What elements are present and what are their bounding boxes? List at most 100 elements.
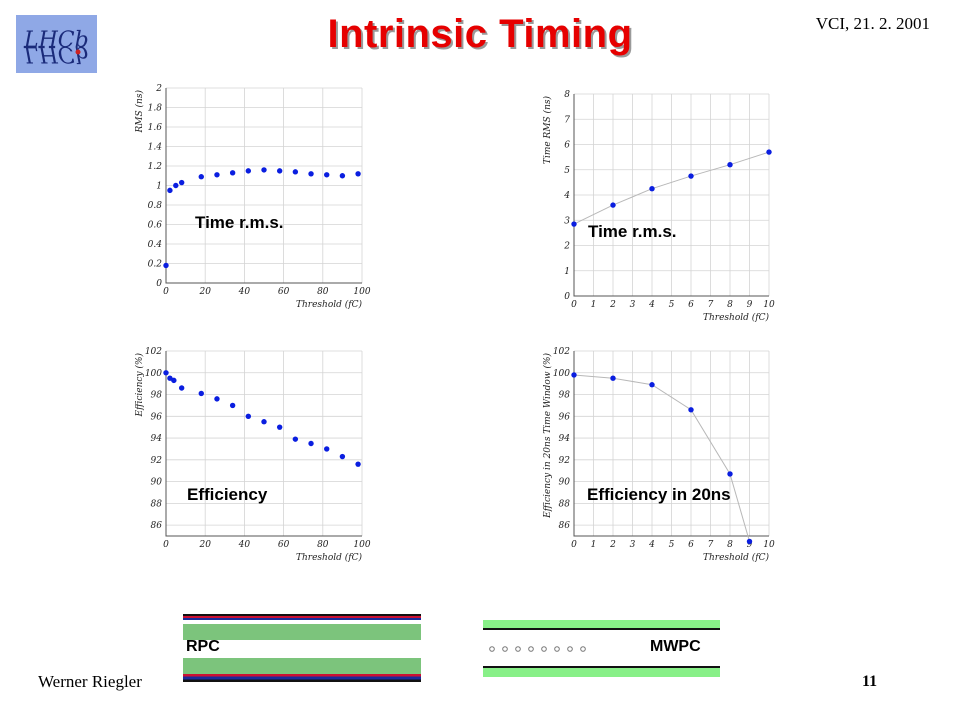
data-point bbox=[688, 173, 694, 179]
data-point bbox=[163, 370, 169, 376]
y-tick-label: 0 bbox=[564, 292, 570, 302]
y-tick-label: 88 bbox=[559, 499, 571, 509]
data-point bbox=[214, 172, 220, 178]
y-tick-label: 1.2 bbox=[148, 162, 163, 172]
data-point bbox=[229, 402, 236, 409]
y-tick-label: 0 bbox=[156, 279, 162, 289]
axis-lines bbox=[165, 88, 362, 284]
y-tick-label: 1 bbox=[564, 267, 570, 277]
chart-rms-vs-threshold-narrow: 0 1 2 3 4 5 6 7 8 9 10 0 1 2 3 4 5 6 7 8 Threshold (fC) Time … bbox=[528, 86, 778, 323]
y-tick-label: 0.8 bbox=[148, 201, 163, 211]
y-tick-label: 90 bbox=[151, 478, 163, 488]
data-point bbox=[727, 471, 733, 477]
x-tick-label: 4 bbox=[648, 300, 655, 310]
y-tick-label: 7 bbox=[564, 115, 570, 125]
y-tick-label: 86 bbox=[559, 521, 571, 531]
y-tick-label: 102 bbox=[553, 347, 570, 357]
data-point bbox=[171, 377, 177, 384]
x-tick-label: 5 bbox=[669, 300, 675, 310]
y-tick-label: 94 bbox=[151, 434, 163, 444]
data-point bbox=[339, 173, 346, 179]
y-axis-label: Efficiency in 20ns Time Window (%) bbox=[542, 353, 553, 519]
chart-rms-vs-threshold-wide: 0 20 40 60 80 100 0 0.2 0.4 0.6 0.8 1 1.2 1.4 1.6 1.8 2 T… bbox=[128, 80, 378, 315]
x-tick-label: 80 bbox=[317, 287, 329, 297]
y-axis-label: RMS (ns) bbox=[134, 90, 145, 134]
x-tick-label: 0 bbox=[571, 540, 577, 550]
y-tick-label: 5 bbox=[564, 166, 570, 176]
chart-efficiency-20ns: 0 1 2 3 4 5 6 7 8 9 10 86 88 90 92 94 96 98 100 102 Threshol… bbox=[528, 345, 778, 580]
y-tick-label: 100 bbox=[553, 369, 570, 379]
data-point bbox=[198, 174, 204, 180]
data-point bbox=[339, 453, 346, 460]
data-point bbox=[292, 436, 299, 442]
y-tick-label: 2 bbox=[563, 242, 570, 252]
data-point bbox=[261, 167, 267, 173]
x-tick-label: 60 bbox=[278, 540, 290, 550]
y-tick-label: 92 bbox=[151, 456, 163, 466]
y-tick-label: 4 bbox=[563, 191, 570, 201]
data-point bbox=[178, 179, 185, 186]
data-point bbox=[276, 168, 283, 174]
mwpc-top-cathode bbox=[483, 620, 720, 628]
x-tick-label: 100 bbox=[353, 287, 370, 297]
x-tick-label: 40 bbox=[238, 287, 251, 297]
y-tick-label: 8 bbox=[564, 90, 570, 100]
data-point bbox=[308, 171, 314, 177]
data-point bbox=[649, 185, 655, 192]
mwpc-diagram bbox=[483, 614, 720, 684]
author-name: Werner Riegler bbox=[38, 672, 142, 691]
x-tick-label: 1 bbox=[591, 540, 597, 550]
y-tick-label: 0.2 bbox=[148, 260, 163, 270]
x-tick-label: 6 bbox=[688, 300, 694, 310]
y-tick-label: 1.4 bbox=[148, 143, 163, 153]
axis-lines bbox=[573, 94, 769, 297]
data-point bbox=[649, 382, 655, 388]
mwpc-top-line bbox=[483, 628, 720, 630]
x-tick-label: 5 bbox=[669, 540, 675, 550]
data-point bbox=[766, 149, 772, 155]
x-tick-label: 0 bbox=[163, 540, 169, 550]
y-tick-label: 94 bbox=[559, 434, 571, 444]
chart-label-efficiency: Efficiency bbox=[187, 485, 268, 504]
data-point bbox=[324, 446, 330, 452]
mwpc-label: MWPC bbox=[650, 638, 701, 655]
data-point bbox=[198, 390, 204, 397]
data-point bbox=[746, 538, 753, 545]
x-tick-label: 2 bbox=[609, 540, 616, 550]
mwpc-bottom-line bbox=[483, 666, 720, 668]
chart-label-time-rms-2: Time r.m.s. bbox=[588, 222, 677, 241]
x-tick-label: 8 bbox=[727, 300, 733, 310]
data-point bbox=[688, 407, 694, 413]
y-axis-label: Efficiency (%) bbox=[134, 353, 145, 418]
y-tick-label: 98 bbox=[151, 391, 163, 401]
y-tick-label: 0.6 bbox=[148, 221, 163, 231]
y-tick-label: 0.4 bbox=[148, 240, 163, 250]
data-point bbox=[308, 440, 314, 447]
x-axis-label: Threshold (fC) bbox=[703, 312, 769, 323]
y-tick-label: 1.6 bbox=[148, 123, 163, 133]
data-point bbox=[571, 221, 577, 227]
rpc-spacer-mark bbox=[369, 606, 395, 614]
chart-svg: 0 1 2 3 4 5 6 7 8 9 10 0 1 2 3 4 5 6 7 8 Threshold (fC) Time … bbox=[542, 90, 775, 323]
y-tick-label: 92 bbox=[559, 456, 571, 466]
data-point bbox=[261, 419, 267, 425]
y-tick-label: 2 bbox=[155, 84, 162, 94]
y-tick-label: 96 bbox=[559, 412, 571, 422]
x-axis-label: Threshold (fC) bbox=[703, 552, 769, 563]
x-tick-label: 6 bbox=[688, 540, 694, 550]
x-tick-label: 3 bbox=[630, 300, 636, 310]
y-axis-label: Time RMS (ns) bbox=[542, 96, 553, 165]
data-point bbox=[324, 172, 330, 178]
rpc-diagram bbox=[183, 602, 421, 684]
chart-svg: 0 20 40 60 80 100 86 88 90 92 94 96 98 100 102 Threshol… bbox=[134, 347, 371, 563]
data-point bbox=[178, 385, 185, 391]
data-point bbox=[571, 372, 577, 378]
data-point bbox=[355, 171, 361, 177]
x-tick-label: 40 bbox=[238, 540, 251, 550]
x-tick-label: 3 bbox=[630, 540, 636, 550]
x-tick-label: 7 bbox=[708, 540, 714, 550]
data-point bbox=[214, 396, 220, 402]
y-tick-label: 3 bbox=[564, 216, 570, 226]
y-tick-label: 1 bbox=[156, 182, 162, 192]
data-point bbox=[727, 162, 733, 168]
